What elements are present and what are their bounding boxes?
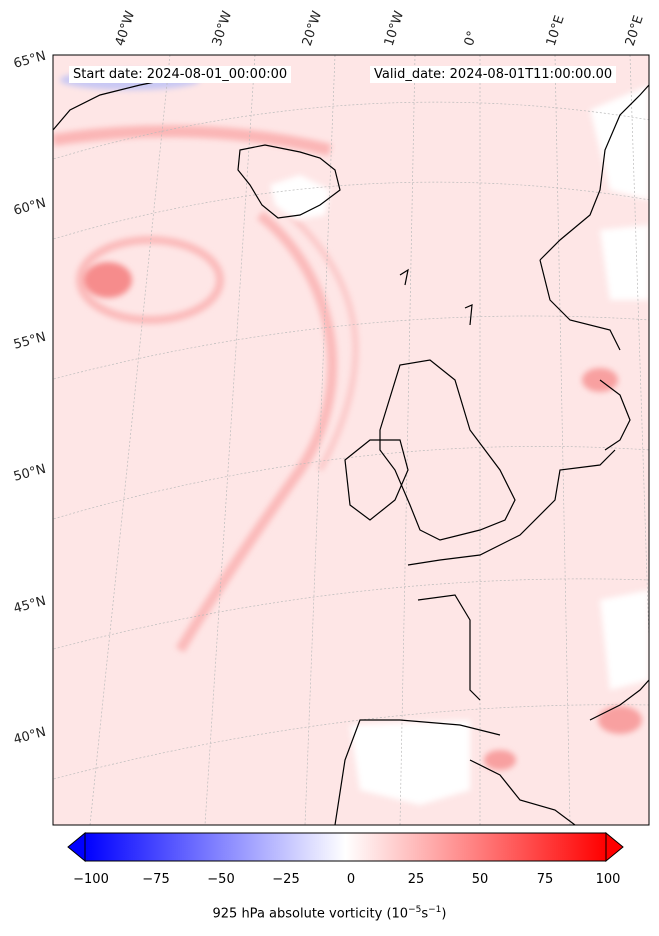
colorbar-label: 925 hPa absolute vorticity (10−5s−1) — [0, 905, 659, 921]
vorticity-max-iberia — [484, 750, 516, 770]
colorbar-label-exponent-2: −1 — [428, 905, 442, 915]
iberia-north-coast — [334, 719, 501, 825]
graticule-lines — [53, 55, 649, 825]
colorbar-tick: −100 — [73, 872, 109, 887]
colorbar-tick: −25 — [272, 872, 300, 887]
iberia-interior — [350, 720, 470, 805]
great-britain-coast — [379, 359, 516, 541]
colorbar-frame — [84, 832, 607, 862]
map-panel — [53, 55, 649, 825]
iceland-coast — [237, 144, 341, 219]
parallel-65n — [53, 101, 649, 160]
norway-coast — [539, 84, 649, 261]
vorticity-band-north — [53, 125, 332, 156]
norway-south-coast — [539, 259, 621, 351]
cyclone-spiral — [76, 236, 224, 324]
iberia-east-coast — [469, 759, 576, 825]
scandinavia-south — [600, 225, 649, 300]
scandinavia-north — [590, 85, 649, 200]
vorticity-front-band — [175, 211, 338, 653]
colorbar-tick: −75 — [142, 872, 170, 887]
central-europe-low — [600, 590, 649, 690]
colorbar-tick: 25 — [407, 872, 425, 887]
colorbar-tick: −50 — [207, 872, 235, 887]
iceland-interior — [270, 175, 330, 220]
colorbar-tick: 0 — [346, 872, 356, 887]
vorticity-max-mediterranean — [598, 706, 642, 734]
colorbar-extend-low — [67, 831, 86, 863]
colorbar-label-exponent: −5 — [408, 905, 422, 915]
ireland-coast — [344, 439, 409, 521]
vorticity-field-background — [53, 55, 649, 825]
colorbar-extend-high — [605, 831, 624, 863]
continent-north-coast — [407, 449, 616, 566]
shetland-coast — [464, 304, 473, 326]
colorbar — [67, 831, 624, 863]
valid-date-label: Valid_date: 2024-08-01T11:00:00.00 — [370, 66, 617, 83]
cyclone-vorticity-max — [84, 262, 132, 298]
faroes-coast — [399, 268, 409, 286]
map-frame — [52, 54, 650, 826]
denmark-coast — [599, 379, 631, 451]
colorbar-label-end: ) — [441, 906, 447, 922]
france-west-coast — [417, 594, 481, 701]
mediterranean-coast — [589, 679, 649, 721]
colorbar-tick: 100 — [595, 872, 621, 887]
coastlines — [53, 79, 649, 825]
colorbar-label-unit: s — [421, 906, 429, 922]
colorbar-tick: 50 — [471, 872, 489, 887]
low-vorticity-areas — [270, 85, 649, 805]
start-date-label: Start date: 2024-08-01_00:00:00 — [69, 66, 292, 83]
colorbar-label-main: 925 hPa absolute vorticity (10 — [212, 906, 409, 922]
vorticity-front-band-2 — [287, 212, 359, 472]
colorbar-tick: 75 — [536, 872, 554, 887]
colorbar-gradient — [85, 833, 606, 861]
greenland-coast — [53, 79, 166, 131]
